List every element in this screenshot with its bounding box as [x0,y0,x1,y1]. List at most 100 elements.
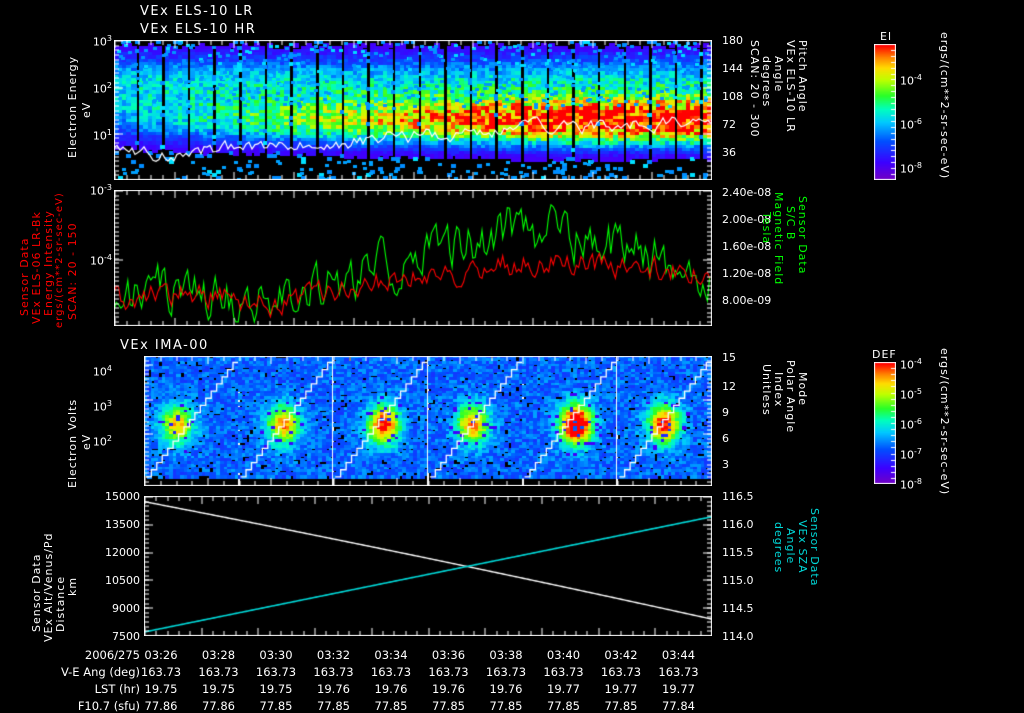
table-cell-ve-ang-0: 163.73 [140,665,182,679]
panel4-timeseries[interactable] [144,496,712,636]
table-cell-lst-7: 19.77 [547,682,580,696]
panel4-right-label-2: VEx SZA [796,520,809,574]
table-cell-lst-8: 19.77 [604,682,638,696]
panel4-ytick-7500: 7500 [112,630,140,643]
panel2-timeseries[interactable] [114,190,712,326]
panel3-rtick-6: 6 [722,432,729,445]
panel1-rtick-180: 180 [722,34,743,47]
table-cell-time-1: 03:28 [201,648,236,662]
panel1-colorbar [874,44,896,180]
table-row-label-f107: F10.7 (sfu) [77,699,140,713]
panel1-colorbar-units: ergs/(cm**2-sr-sec-eV) [938,32,951,180]
panel3-right-label-2: Polar Angle [784,360,797,434]
panel1-rtick-36: 36 [722,146,736,159]
panel1-title-hr: VEx ELS-10 HR [140,22,257,37]
panel3-colorbar-units: ergs/(cm**2-sr-sec-eV) [938,348,951,496]
panel3-title: VEx IMA-00 [120,338,209,353]
table-row-label-ve-ang: V-E Ang (deg) [60,665,140,679]
panel1-title-lr: VEx ELS-10 LR [140,4,254,19]
table-cell-lst-1: 19.75 [202,682,235,696]
panel1-spectrogram[interactable] [114,40,712,180]
panel2-left-label-4: ergs/(cm**2-sr-sec-eV) [54,192,65,328]
panel1-left-axis-label: Electron Energy [66,55,79,159]
panel3-rtick-3: 3 [722,458,729,471]
table-cell-ve-ang-9: 163.73 [658,665,699,679]
table-cell-ve-ang-4: 163.73 [370,665,412,679]
panel2-ytick-1e-3: 10-3 [90,183,112,198]
panel2-right-label-4: Tesla [760,212,773,245]
panel4-rtick-1145: 114.5 [722,602,754,615]
panel4-ytick-15000: 15000 [105,490,140,503]
panel3-spectrogram[interactable] [144,356,712,486]
panel1-rtick-72: 72 [722,118,736,131]
panel2-rtick-1: 2.40e-08 [722,186,772,199]
panel2-right-label-1: Sensor Data [796,196,809,275]
table-cell-ve-ang-7: 163.73 [543,665,584,679]
table-cell-time-9: 03:44 [661,648,696,662]
table-cell-lst-9: 19.77 [662,682,695,696]
panel4-rtick-1155: 115.5 [722,546,754,559]
table-cell-time-7: 03:40 [546,648,581,662]
panel4-rtick-1160: 116.0 [722,518,754,531]
table-cell-time-8: 03:42 [604,648,638,662]
table-row-label-lst: LST (hr) [94,682,140,696]
panel3-rtick-15: 15 [722,351,736,364]
panel3-colorbar-title: DEF [872,348,897,361]
panel4-right-label-1: Sensor Data [808,508,821,587]
panel1-right-axis-label-1: Pitch Angle [796,40,809,113]
table-cell-lst-6: 19.76 [489,682,523,696]
panel3-rtick-12: 12 [722,380,736,393]
table-cell-time-2: 03:30 [259,648,293,662]
table-cell-ve-ang-8: 163.73 [600,665,642,679]
panel3-ytick-1e2: 102 [92,434,112,449]
panel3-colorbar [874,362,896,484]
table-cell-lst-4: 19.76 [374,682,408,696]
panel4-ytick-12000: 12000 [105,546,140,559]
table-cell-time-6: 03:38 [489,648,523,662]
table-cell-ve-ang-6: 163.73 [485,665,527,679]
table-cell-ve-ang-5: 163.73 [428,665,469,679]
panel4-ytick-9000: 9000 [112,602,140,615]
panel1-rtick-144: 144 [722,62,743,75]
panel4-rtick-1150: 115.0 [722,574,754,587]
panel2-rtick-2: 2.00e-08 [722,213,772,226]
panel3-right-label-4: Unitless [760,364,773,416]
panel2-rtick-5: 8.00e-09 [722,294,772,307]
table-cell-lst-0: 19.75 [144,682,178,696]
panel3-ytick-1e3: 103 [92,399,112,414]
panel4-right-label-3: Angle [784,528,797,565]
panel2-left-label-5: SCAN: 20 - 150 [66,222,79,320]
panel3-cbtick-3: 10-6 [900,417,922,432]
panel1-cbtick-3: 10-8 [900,161,922,176]
panel1-right-axis-label-2: VEx ELS-10 LR [784,40,797,133]
panel1-cbtick-1: 10-4 [900,73,922,88]
panel1-ytick-1000: 103 [92,34,112,49]
table-cell-f107-9: 77.84 [662,699,695,713]
table-cell-lst-3: 19.76 [317,682,350,696]
panel3-left-label: Electron Volts [66,398,79,488]
panel4-rtick-1165: 116.5 [722,490,754,503]
table-cell-lst-5: 19.76 [432,682,465,696]
panel3-ytick-1e4: 104 [92,364,112,379]
table-cell-time-0: 03:26 [144,648,178,662]
table-cell-time-4: 03:34 [374,648,408,662]
panel4-ytick-10500: 10500 [105,574,140,587]
panel3-rtick-9: 9 [722,406,729,419]
table-cell-ve-ang-3: 163.73 [313,665,354,679]
panel3-right-label-3: Index [772,372,785,408]
panel4-ytick-13500: 13500 [105,518,140,531]
panel1-right-axis-label-4: degrees [760,56,773,108]
table-cell-ve-ang-2: 163.73 [255,665,297,679]
panel1-ytick-100: 102 [92,81,112,96]
panel1-cbtick-2: 10-6 [900,117,922,132]
panel2-right-label-2: S/C B [784,206,797,241]
panel3-cbtick-4: 10-7 [900,447,922,462]
panel1-colorbar-title: El [880,30,893,43]
panel1-rtick-108: 108 [722,90,743,103]
table-row-label-time: 2006/275 [84,648,140,662]
table-cell-lst-2: 19.75 [259,682,293,696]
panel2-ytick-1e-4: 10-4 [90,253,112,268]
panel3-cbtick-1: 10-4 [900,357,922,372]
panel4-rtick-1140: 114.0 [722,630,754,643]
